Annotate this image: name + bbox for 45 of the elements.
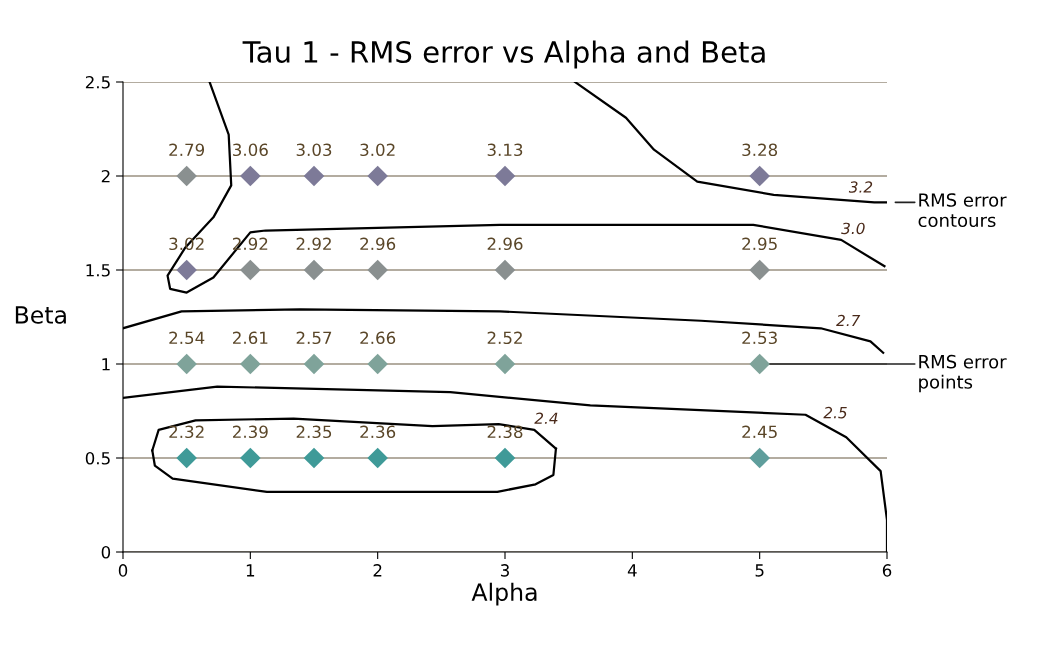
annotation: 2.35 [296, 425, 332, 439]
annotation: 3.13 [487, 143, 523, 157]
annotation: 3.2 [848, 181, 873, 193]
annotation: 3.28 [742, 143, 778, 157]
annotation: 2.4 [534, 412, 558, 424]
x-axis-title: Alpha [471, 582, 537, 606]
annotation: RMS error contours [918, 193, 1007, 228]
y-axis-title: Beta [15, 306, 66, 324]
annotation: 2.52 [487, 331, 522, 345]
x-tick-label: 6 [882, 564, 892, 577]
annotation: 2.36 [360, 425, 396, 439]
x-tick-label: 4 [627, 564, 637, 577]
x-tick-label: 0 [118, 564, 128, 577]
annotation: RMS error points [919, 354, 1007, 393]
y-tick-label: 1.5 [86, 264, 110, 277]
annotation: 2.32 [169, 425, 204, 439]
annotation: 2.92 [296, 237, 331, 251]
annotation: 2.95 [742, 237, 777, 251]
annotation: 2.61 [233, 331, 268, 345]
x-tick-label: 1 [246, 564, 255, 577]
annotation: 2.66 [360, 331, 396, 345]
annotation: 2.39 [233, 425, 268, 439]
annotation: 2.7 [836, 314, 861, 327]
y-tick-label: 1 [102, 358, 110, 371]
annotation: 3.03 [296, 143, 332, 157]
annotation: 3.0 [841, 222, 865, 235]
y-tick-label: 2 [101, 169, 110, 183]
y-tick-label: 0.5 [85, 451, 110, 465]
annotation: 2.45 [742, 425, 777, 439]
x-tick-label: 5 [755, 564, 764, 577]
annotation: 3.06 [233, 143, 268, 157]
annotation: 2.54 [169, 331, 205, 345]
y-tick-label: 0 [101, 545, 111, 559]
annotation: 2.79 [169, 143, 205, 157]
annotation: 2.53 [742, 331, 777, 345]
annotation: 2.96 [487, 237, 523, 251]
x-tick-label: 3 [500, 564, 509, 577]
x-tick-label: 2 [373, 564, 382, 577]
annotation: 2.5 [823, 406, 847, 419]
chart-title: Tau 1 - RMS error vs Alpha and Beta [242, 40, 765, 69]
annotation: 3.02 [360, 143, 395, 157]
annotation: 2.57 [296, 331, 332, 345]
y-tick-label: 2.5 [85, 75, 110, 89]
annotation: 2.38 [487, 425, 523, 439]
annotation: 2.96 [360, 237, 396, 251]
